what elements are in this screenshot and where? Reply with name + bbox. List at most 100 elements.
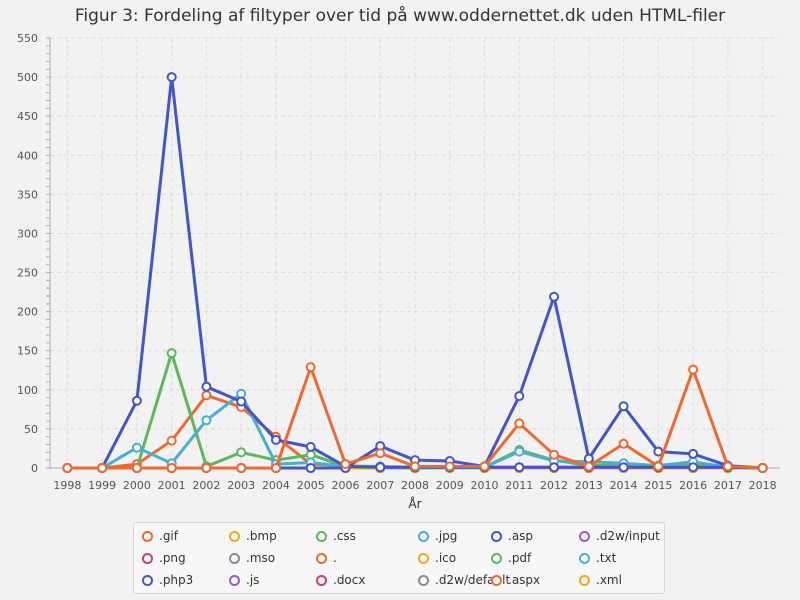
legend-item[interactable]: .aspx xyxy=(491,571,540,589)
legend-marker-icon xyxy=(418,552,429,564)
y-tick-label: 200 xyxy=(17,306,38,319)
legend-label: . xyxy=(333,551,337,565)
data-point xyxy=(201,415,212,426)
x-tick-label: 2009 xyxy=(436,479,464,492)
legend-item[interactable]: .ico xyxy=(418,549,456,567)
x-tick-label: 2011 xyxy=(505,479,533,492)
x-tick-label: 2005 xyxy=(297,479,325,492)
data-point xyxy=(375,462,386,473)
series-aspx xyxy=(62,362,768,473)
data-point xyxy=(305,441,316,452)
legend-marker-icon xyxy=(229,530,240,542)
legend-label: .mso xyxy=(246,551,276,565)
data-point xyxy=(131,395,142,406)
y-tick-label: 500 xyxy=(17,71,38,84)
data-point xyxy=(688,448,699,459)
legend-label: .bmp xyxy=(246,529,277,543)
data-point xyxy=(166,435,177,446)
x-tick-label: 2010 xyxy=(471,479,499,492)
y-tick-label: 100 xyxy=(17,384,38,397)
data-point xyxy=(201,381,212,392)
legend-label: .docx xyxy=(333,573,366,587)
data-point xyxy=(166,463,177,473)
data-point xyxy=(618,438,629,449)
data-point xyxy=(236,388,247,399)
legend-item[interactable]: .d2w/input xyxy=(579,527,660,545)
legend-marker-icon xyxy=(316,530,327,542)
grid xyxy=(50,37,780,469)
data-point xyxy=(549,291,560,302)
legend-item[interactable]: .pdf xyxy=(491,549,531,567)
data-point xyxy=(270,463,281,473)
data-point xyxy=(757,463,768,473)
legend-item[interactable]: .bmp xyxy=(229,527,277,545)
legend-item[interactable]: .css xyxy=(316,527,356,545)
legend-label: .gif xyxy=(159,529,178,543)
x-tick-label: 2006 xyxy=(331,479,359,492)
legend-marker-icon xyxy=(579,530,590,542)
legend-label: .png xyxy=(159,551,186,565)
legend-marker-icon xyxy=(229,574,240,586)
data-point xyxy=(618,401,629,412)
legend-item[interactable]: .xml xyxy=(579,571,622,589)
legend-item[interactable]: . xyxy=(316,549,337,567)
y-tick-label: 150 xyxy=(17,345,38,358)
x-tick-label: 2018 xyxy=(749,479,777,492)
data-point xyxy=(97,463,108,473)
legend-item[interactable]: .jpg xyxy=(418,527,457,545)
x-tick-label: 2002 xyxy=(192,479,220,492)
x-tick-label: 2015 xyxy=(644,479,672,492)
legend-item[interactable]: .gif xyxy=(142,527,178,545)
legend-marker-icon xyxy=(491,574,502,586)
y-tick-label: 550 xyxy=(17,32,38,45)
legend-label: .js xyxy=(246,573,260,587)
x-tick-label: 2013 xyxy=(575,479,603,492)
legend-label: .xml xyxy=(596,573,622,587)
data-point xyxy=(410,461,420,472)
x-tick-label: 2001 xyxy=(158,479,186,492)
x-tick-label: 2007 xyxy=(366,479,394,492)
data-point xyxy=(514,462,525,473)
legend-item[interactable]: .txt xyxy=(579,549,616,567)
legend-marker-icon xyxy=(579,552,590,564)
data-point xyxy=(618,462,629,473)
y-tick-label: 250 xyxy=(17,267,38,280)
data-point xyxy=(514,446,525,457)
data-point xyxy=(62,463,73,473)
y-tick-label: 350 xyxy=(17,188,38,201)
legend-item[interactable]: .mso xyxy=(229,549,275,567)
data-point xyxy=(653,461,664,472)
data-point xyxy=(444,461,455,472)
legend-item[interactable]: .php3 xyxy=(142,571,193,589)
data-point xyxy=(201,390,212,401)
x-tick-label: 2004 xyxy=(262,479,290,492)
data-point xyxy=(514,391,525,402)
data-point xyxy=(270,434,281,445)
y-tick-label: 0 xyxy=(31,462,38,475)
legend-item[interactable]: .asp xyxy=(491,527,533,545)
legend-item[interactable]: .docx xyxy=(316,571,365,589)
legend-label: .jpg xyxy=(435,529,458,543)
data-point xyxy=(166,72,177,83)
legend-marker-icon xyxy=(418,574,429,586)
legend-item[interactable]: .js xyxy=(229,571,259,589)
legend-marker-icon xyxy=(142,574,153,586)
y-tick-label: 50 xyxy=(24,423,38,436)
legend-marker-icon xyxy=(579,574,590,586)
y-tick-label: 400 xyxy=(17,149,38,162)
data-point xyxy=(305,449,316,460)
data-point xyxy=(236,447,247,458)
legend-label: .asp xyxy=(508,529,534,543)
data-point xyxy=(688,462,699,473)
x-tick-label: 2017 xyxy=(714,479,742,492)
data-point xyxy=(583,453,594,464)
legend-item[interactable]: .png xyxy=(142,549,186,567)
data-point xyxy=(305,362,316,373)
data-point xyxy=(305,463,316,473)
data-point xyxy=(479,461,490,472)
axes: 0 50 100 150 200 250 300 350 400 450 500 550 1998 199… xyxy=(17,32,780,492)
legend-marker-icon xyxy=(229,552,240,564)
legend-label: .d2w/input xyxy=(596,529,660,543)
data-point xyxy=(722,461,733,472)
legend-label: .txt xyxy=(596,551,617,565)
